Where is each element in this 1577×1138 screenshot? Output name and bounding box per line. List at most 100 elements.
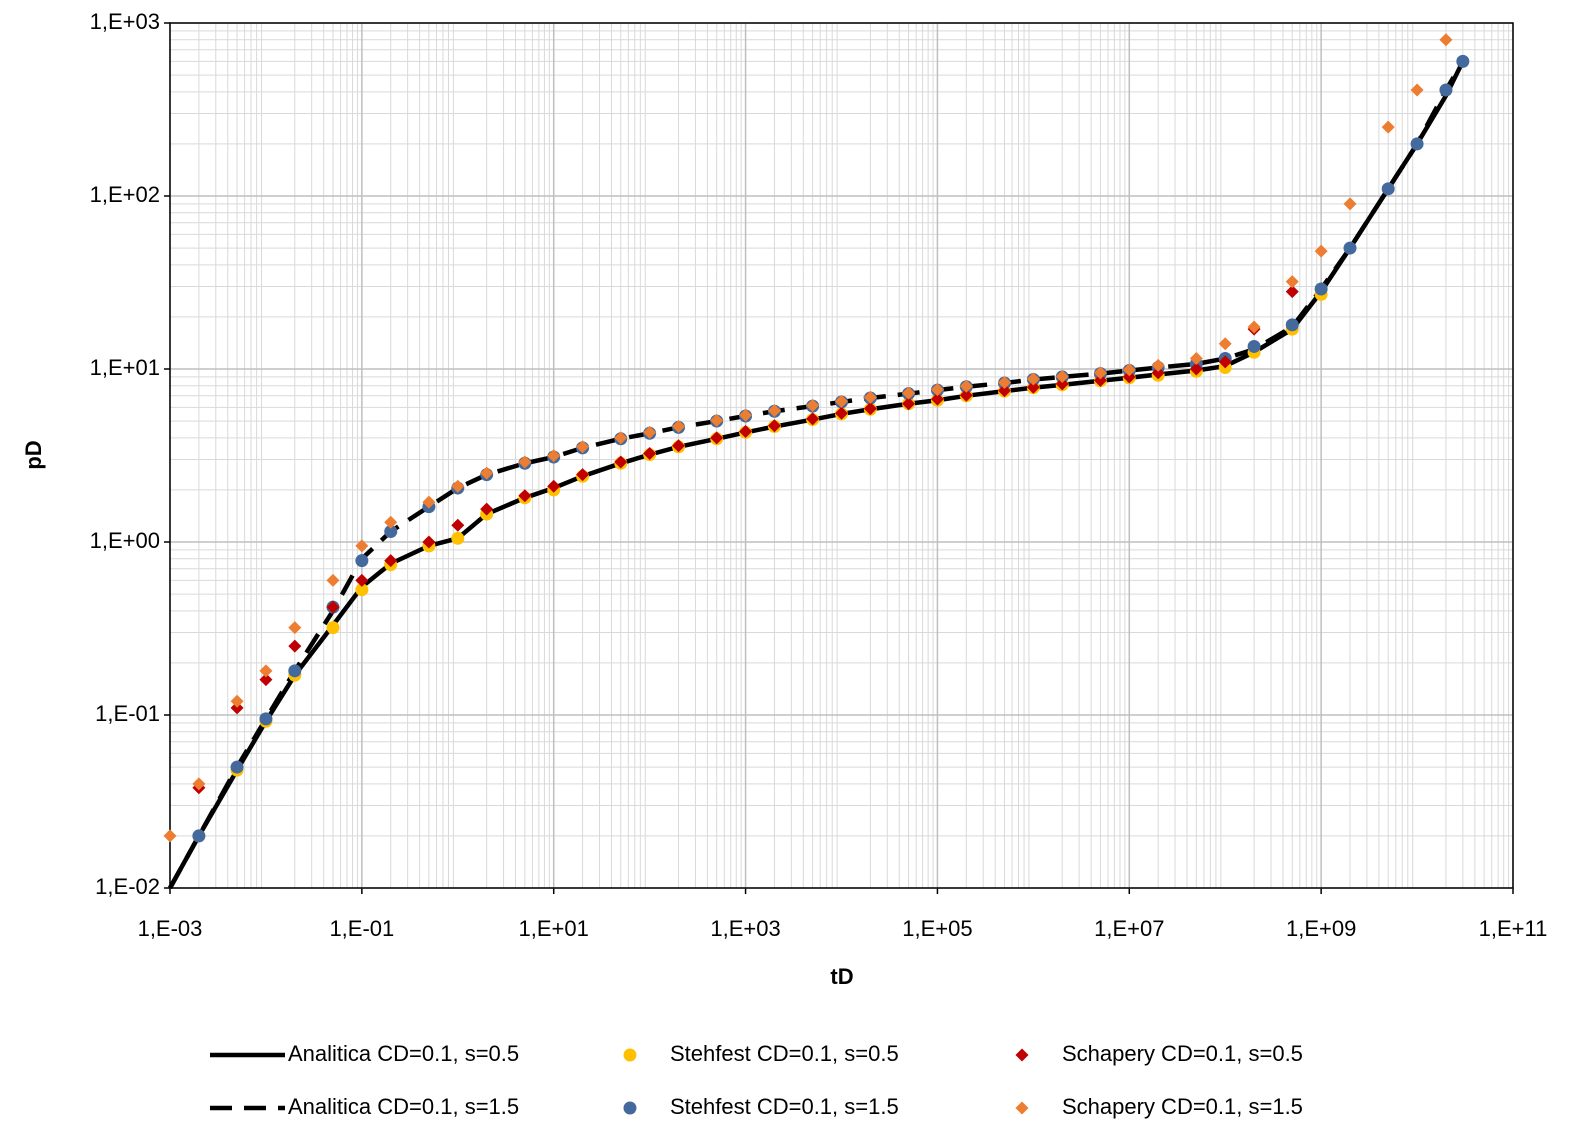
data-point bbox=[710, 413, 724, 427]
data-point bbox=[1410, 83, 1424, 97]
data-point bbox=[230, 694, 244, 708]
data-point bbox=[355, 573, 369, 587]
data-point bbox=[1189, 362, 1203, 376]
data-point bbox=[1055, 377, 1069, 391]
data-point bbox=[576, 440, 590, 454]
y-axis-label: pD bbox=[21, 440, 46, 469]
data-point bbox=[710, 431, 724, 445]
data-point bbox=[1026, 372, 1040, 386]
data-point bbox=[355, 583, 369, 597]
data-point bbox=[806, 412, 820, 426]
x-tick-label: 1,E+05 bbox=[902, 916, 972, 941]
data-point bbox=[902, 386, 916, 400]
data-point bbox=[451, 531, 465, 545]
data-point bbox=[1381, 120, 1395, 134]
data-point bbox=[288, 621, 302, 635]
data-point bbox=[384, 524, 398, 538]
x-tick-label: 1,E+01 bbox=[519, 916, 589, 941]
legend-label: Stehfest CD=0.1, s=1.5 bbox=[670, 1094, 899, 1119]
data-point bbox=[739, 408, 753, 422]
data-point bbox=[614, 431, 628, 445]
data-point bbox=[326, 573, 340, 587]
data-point bbox=[259, 673, 273, 687]
data-point bbox=[643, 446, 657, 460]
data-point bbox=[451, 518, 465, 532]
data-point bbox=[259, 712, 273, 726]
data-point bbox=[230, 701, 244, 715]
data-point bbox=[1456, 54, 1470, 68]
data-point bbox=[767, 419, 781, 433]
data-point bbox=[422, 535, 436, 549]
data-point bbox=[576, 468, 590, 482]
data-point bbox=[672, 420, 686, 434]
data-point bbox=[614, 455, 628, 469]
data-point bbox=[547, 449, 561, 463]
data-point bbox=[480, 502, 494, 516]
y-tick-label: 1,E+00 bbox=[90, 528, 160, 553]
data-point bbox=[355, 539, 369, 553]
legend-label: Schapery CD=0.1, s=0.5 bbox=[1062, 1041, 1303, 1066]
data-point bbox=[518, 489, 532, 503]
data-point bbox=[480, 466, 494, 480]
data-point bbox=[1055, 369, 1069, 383]
data-point bbox=[1343, 241, 1357, 255]
data-point bbox=[1381, 182, 1395, 196]
data-point bbox=[384, 554, 398, 568]
data-line bbox=[168, 60, 1465, 890]
data-point bbox=[1439, 33, 1453, 47]
data-point bbox=[1285, 285, 1299, 299]
y-tick-label: 1,E+02 bbox=[90, 182, 160, 207]
data-point bbox=[997, 384, 1011, 398]
legend-label: Analitica CD=0.1, s=1.5 bbox=[288, 1094, 519, 1119]
x-axis-label: tD bbox=[830, 964, 853, 989]
data-point bbox=[1151, 366, 1165, 380]
data-point bbox=[1218, 337, 1232, 351]
data-point bbox=[192, 777, 206, 791]
data-point bbox=[997, 376, 1011, 390]
data-point bbox=[739, 425, 753, 439]
plot-border bbox=[169, 22, 1514, 889]
data-point bbox=[835, 406, 848, 420]
y-tick-label: 1,E-02 bbox=[95, 874, 160, 899]
data-point bbox=[1314, 244, 1328, 258]
legend-swatch bbox=[1015, 1048, 1029, 1062]
data-point bbox=[1247, 320, 1261, 334]
data-point bbox=[1218, 355, 1232, 369]
x-tick-label: 1,E+03 bbox=[710, 916, 780, 941]
data-point bbox=[1285, 318, 1299, 332]
legend-label: Schapery CD=0.1, s=1.5 bbox=[1062, 1094, 1303, 1119]
x-tick-label: 1,E+11 bbox=[1479, 916, 1548, 941]
x-tick-label: 1,E+07 bbox=[1094, 916, 1164, 941]
data-point bbox=[835, 394, 848, 408]
data-point bbox=[959, 379, 973, 393]
data-point bbox=[288, 664, 302, 678]
data-point bbox=[1093, 373, 1107, 387]
data-point bbox=[930, 392, 944, 406]
data-point bbox=[1439, 83, 1453, 97]
data-point bbox=[230, 760, 244, 774]
data-point bbox=[1410, 137, 1424, 151]
data-point bbox=[288, 639, 302, 653]
data-point bbox=[1285, 275, 1299, 289]
data-point bbox=[1247, 339, 1261, 353]
data-point bbox=[451, 479, 465, 493]
data-point bbox=[259, 664, 273, 678]
data-point bbox=[518, 455, 532, 469]
data-point bbox=[192, 829, 206, 843]
data-point bbox=[1093, 366, 1107, 380]
data-point bbox=[806, 399, 820, 413]
data-point bbox=[1151, 358, 1165, 372]
legend-label: Analitica CD=0.1, s=0.5 bbox=[288, 1041, 519, 1066]
data-point bbox=[422, 495, 436, 509]
data-point bbox=[163, 829, 177, 843]
data-point bbox=[672, 439, 686, 453]
data-point bbox=[863, 402, 877, 416]
data-point bbox=[355, 554, 369, 568]
data-point bbox=[384, 515, 398, 529]
x-tick-label: 1,E-01 bbox=[329, 916, 394, 941]
legend-label: Stehfest CD=0.1, s=0.5 bbox=[670, 1041, 899, 1066]
data-point bbox=[1026, 380, 1040, 394]
data-point bbox=[1122, 370, 1136, 384]
legend-swatch bbox=[623, 1101, 637, 1115]
